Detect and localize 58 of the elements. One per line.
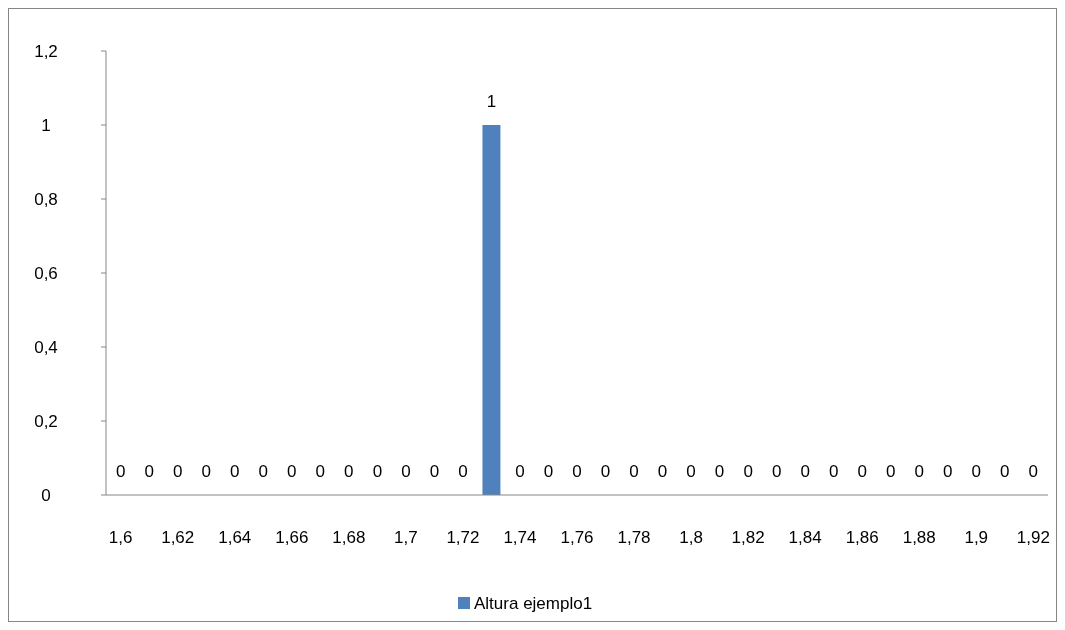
y-tick-label: 0,2 [34,411,58,431]
data-label: 0 [828,462,839,481]
data-label: 0 [771,462,782,481]
data-label: 0 [401,462,411,481]
data-label: 0 [743,462,753,481]
data-label: 0 [914,462,924,481]
data-label: 0 [971,462,982,481]
data-label: 0 [800,462,810,481]
data-label: 0 [230,462,240,481]
data-label: 0 [857,462,867,481]
x-tick-label: 1,8 [679,528,703,547]
data-label: 0 [201,462,211,481]
x-tick-label: 1,82 [731,528,765,547]
y-tick-label: 0,6 [34,263,58,283]
x-tick-label: 1,86 [845,528,879,547]
y-tick-label: 0,4 [34,337,58,357]
data-label: 0 [1000,462,1010,481]
y-tick-label: 0,8 [34,189,58,209]
legend-label: Altura ejemplo1 [474,593,593,613]
data-label: 0 [315,462,326,481]
x-tick-label: 1,6 [108,528,133,547]
x-tick-label: 1,62 [161,528,195,547]
data-label: 0 [172,462,183,481]
data-label: 0 [429,462,440,481]
data-label: 0 [629,462,639,481]
x-tick-label: 1,78 [617,528,651,547]
data-label: 0 [258,462,269,481]
x-tick-label: 1,66 [275,528,309,547]
x-tick-label: 1,92 [1016,528,1050,547]
data-label: 0 [657,462,668,481]
x-tick-label: 1,7 [394,528,418,547]
data-label: 0 [372,462,383,481]
data-label: 0 [1028,462,1039,481]
x-tick-label: 1,64 [218,528,252,547]
data-label: 0 [287,462,297,481]
data-label: 0 [458,462,468,481]
y-tick-label: 1,2 [34,41,58,61]
x-tick-label: 1,68 [332,528,366,547]
data-label: 0 [943,462,953,481]
x-tick-label: 1,9 [964,528,989,547]
data-label: 0 [600,462,611,481]
y-tick-label: 0 [41,485,51,505]
data-label: 0 [543,462,554,481]
data-label: 0 [572,462,582,481]
x-tick-label: 1,84 [788,528,822,547]
x-tick-label: 1,72 [446,528,480,547]
data-label: 0 [115,462,126,481]
x-tick-label: 1,88 [902,528,936,547]
data-label: 0 [344,462,354,481]
data-label: 0 [714,462,725,481]
data-label: 0 [686,462,696,481]
x-tick-label: 1,74 [503,528,537,547]
data-label: 0 [144,462,154,481]
data-label: 0 [515,462,525,481]
y-tick-label: 1 [41,115,51,135]
data-label: 1 [486,92,497,111]
data-label: 0 [885,462,896,481]
x-tick-label: 1,76 [560,528,594,547]
